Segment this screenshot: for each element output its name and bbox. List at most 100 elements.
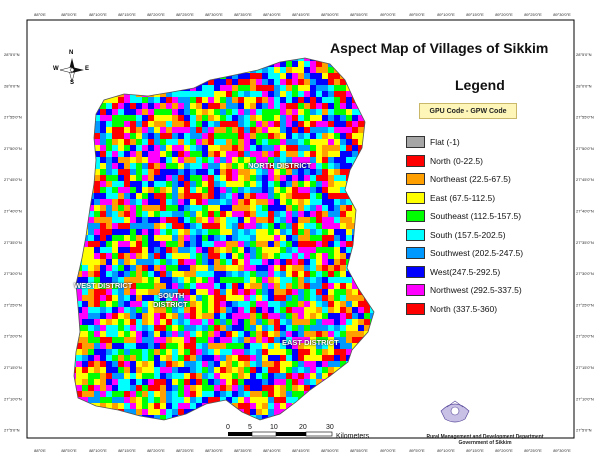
graticule-label: 88°35'0"E (234, 448, 252, 453)
legend-item: North (337.5-360) (406, 302, 497, 315)
legend-swatch (406, 191, 425, 204)
south-district-label-line1: SOUTH (158, 291, 185, 300)
graticule-label: 27°40'0"N (4, 209, 22, 214)
compass-w-label: W (53, 66, 59, 72)
graticule-label: 27°50'0"N (4, 146, 22, 151)
map-title: Aspect Map of Villages of Sikkim (330, 40, 549, 56)
graticule-label: 27°10'0"N (576, 396, 594, 401)
bottom-graticule-labels: 88°0'E 88°5'0"E 88°10'0"E 88°15'0"E 88°20'0"… (34, 448, 571, 453)
top-graticule-labels: 88°0'E 88°5'0"E 88°10'0"E 88°15'0"E 88°20'0"… (34, 12, 571, 17)
legend-item: Northwest (292.5-337.5) (406, 284, 522, 296)
legend-swatch (406, 210, 425, 222)
graticule-label: 88°5'0"E (61, 12, 77, 17)
graticule-label: 89°0'0"E (380, 448, 396, 453)
graticule-label: 88°50'0"E (321, 12, 339, 17)
scale-unit-label: Kilometers (336, 433, 370, 440)
scale-tick-0: 0 (226, 424, 230, 431)
gpu-code-box: GPU Code - GPW Code (419, 103, 517, 119)
graticule-label: 89°20'0"E (495, 448, 513, 453)
aspect-raster (74, 58, 374, 420)
graticule-label: 89°30'0"E (553, 12, 571, 17)
compass-s-label: S (70, 80, 75, 86)
legend-label: North (0-22.5) (430, 155, 483, 166)
graticule-label: 89°5'0"E (409, 12, 425, 17)
graticule-label: 88°25'0"E (176, 12, 194, 17)
graticule-label: 88°30'0"E (205, 448, 223, 453)
graticule-label: 89°20'0"E (495, 12, 513, 17)
graticule-label: 89°0'0"E (380, 12, 396, 17)
graticule-label: 89°15'0"E (466, 448, 484, 453)
graticule-label: 88°10'0"E (89, 12, 107, 17)
legend-label: South (157.5-202.5) (430, 229, 506, 240)
graticule-label: 88°0'E (34, 12, 46, 17)
legend-swatch (406, 173, 425, 185)
compass-rose (59, 58, 84, 83)
graticule-label: 88°10'0"E (89, 448, 107, 453)
legend-label: Northeast (22.5-67.5) (430, 174, 511, 184)
graticule-label: 88°55'0"E (350, 12, 368, 17)
legend-swatch (406, 136, 425, 148)
graticule-label: 88°45'0"E (292, 12, 310, 17)
legend-item: West(247.5-292.5) (406, 265, 500, 278)
west-district-label: WEST DISTRICT (74, 281, 133, 290)
graticule-label: 88°15'0"E (118, 448, 136, 453)
left-graticule-labels: 28°5'0"N 28°0'0"N 27°55'0"N 27°50'0"N 27°45'… (4, 52, 22, 433)
graticule-label: 89°30'0"E (553, 448, 571, 453)
scale-tick-5: 5 (248, 424, 252, 431)
legend-swatch (406, 228, 425, 241)
scale-tick-30: 30 (326, 424, 334, 431)
graticule-label: 89°5'0"E (409, 448, 425, 453)
legend-swatch (406, 154, 425, 167)
legend-label: Southeast (112.5-157.5) (430, 211, 522, 221)
graticule-label: 88°40'0"E (263, 448, 281, 453)
graticule-label: 27°30'0"N (576, 271, 594, 276)
graticule-label: 27°25'0"N (4, 302, 22, 307)
department-credit: Rural Management and Development Departm… (390, 434, 580, 446)
north-district-label: NORTH DISTRICT (248, 161, 312, 170)
graticule-label: 27°5'0"N (576, 428, 592, 433)
graticule-label: 88°35'0"E (234, 12, 252, 17)
graticule-label: 89°25'0"E (524, 448, 542, 453)
graticule-label: 88°5'0"E (61, 448, 77, 453)
graticule-label: 88°15'0"E (118, 12, 136, 17)
graticule-label: 27°5'0"N (4, 428, 20, 433)
graticule-label: 28°5'0"N (4, 52, 20, 57)
graticule-label: 27°35'0"N (4, 240, 22, 245)
graticule-label: 88°40'0"E (263, 12, 281, 17)
scale-tick-10: 10 (270, 424, 278, 431)
legend-label: Southwest (202.5-247.5) (430, 248, 524, 258)
south-district-label-line2: DISTRICT (153, 300, 188, 309)
legend-label: Northwest (292.5-337.5) (430, 285, 522, 295)
legend-swatch (406, 265, 425, 278)
legend-title: Legend (455, 77, 505, 93)
graticule-label: 27°10'0"N (4, 396, 22, 401)
scale-tick-20: 20 (299, 424, 307, 431)
graticule-label: 88°20'0"E (147, 12, 165, 17)
scale-bar (228, 431, 333, 437)
graticule-label: 89°10'0"E (437, 12, 455, 17)
graticule-label: 27°20'0"N (576, 334, 594, 339)
legend-label: Flat (-1) (430, 137, 460, 147)
graticule-label: 27°50'0"N (576, 146, 594, 151)
graticule-label: 88°55'0"E (350, 448, 368, 453)
graticule-label: 27°15'0"N (576, 365, 594, 370)
legend-item: North (0-22.5) (406, 154, 483, 167)
graticule-label: 88°30'0"E (205, 12, 223, 17)
graticule-label: 88°0'E (34, 448, 46, 453)
right-graticule-labels: 28°5'0"N 28°0'0"N 27°55'0"N 27°50'0"N 27°45'… (576, 52, 594, 433)
legend-item: Flat (-1) (406, 136, 460, 148)
legend-swatch (406, 284, 425, 296)
graticule-label: 88°45'0"E (292, 448, 310, 453)
graticule-label: 27°30'0"N (4, 271, 22, 276)
graticule-label: 28°0'0"N (4, 83, 20, 88)
graticule-label: 88°20'0"E (147, 448, 165, 453)
graticule-label: 89°15'0"E (466, 12, 484, 17)
graticule-label: 27°15'0"N (4, 365, 22, 370)
graticule-label: 28°0'0"N (576, 83, 592, 88)
graticule-label: 27°55'0"N (576, 115, 594, 120)
graticule-label: 89°10'0"E (437, 448, 455, 453)
graticule-label: 27°25'0"N (576, 302, 594, 307)
graticule-label: 27°55'0"N (4, 115, 22, 120)
